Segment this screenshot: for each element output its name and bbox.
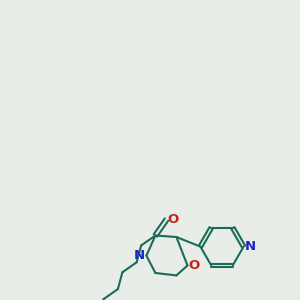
Text: N: N: [244, 240, 256, 253]
Text: O: O: [167, 213, 178, 226]
Text: N: N: [134, 249, 146, 262]
Text: O: O: [188, 259, 200, 272]
